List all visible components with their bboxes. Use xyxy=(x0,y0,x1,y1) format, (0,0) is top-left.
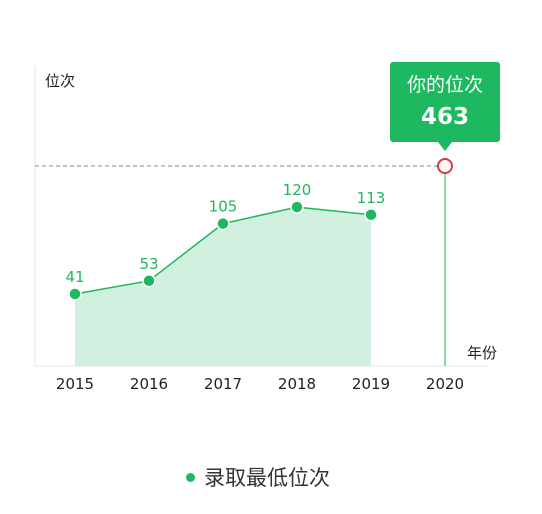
data-label: 113 xyxy=(357,189,386,207)
data-point xyxy=(290,200,304,214)
your-rank-highlight: 你的位次 463 xyxy=(35,62,500,366)
x-tick-label: 2018 xyxy=(278,375,316,393)
data-point xyxy=(216,216,230,231)
data-label: 105 xyxy=(209,198,238,216)
x-tick-label: 2015 xyxy=(56,375,94,393)
data-labels: 41 53 105 120 113 xyxy=(65,181,385,286)
x-tick-label: 2017 xyxy=(204,375,242,393)
legend: 录取最低位次 xyxy=(186,461,330,493)
chart: 位次 年份 2015 2016 2017 2018 2019 2020 41 53 105 12… xyxy=(34,62,500,393)
data-label: 120 xyxy=(283,181,312,199)
your-rank-marker xyxy=(437,158,453,174)
x-tick-label: 2019 xyxy=(352,375,390,393)
tooltip-value: 463 xyxy=(421,104,469,130)
data-point xyxy=(68,287,82,301)
x-tick-label: 2016 xyxy=(130,375,168,393)
your-rank-tooltip: 你的位次 463 xyxy=(390,62,500,151)
x-ticks: 2015 2016 2017 2018 2019 2020 xyxy=(56,375,464,393)
data-point xyxy=(142,274,156,288)
data-label: 53 xyxy=(139,255,158,273)
tooltip-title: 你的位次 xyxy=(407,74,483,96)
x-axis-label: 年份 xyxy=(467,344,497,362)
tooltip-box xyxy=(390,62,500,142)
legend-label: 录取最低位次 xyxy=(204,466,330,490)
series-area xyxy=(75,207,371,366)
data-point xyxy=(364,208,378,222)
data-points xyxy=(68,200,378,301)
y-axis-label: 位次 xyxy=(45,72,75,90)
legend-marker-icon xyxy=(186,472,195,482)
data-label: 41 xyxy=(65,268,84,286)
tooltip-pointer xyxy=(438,142,452,151)
x-tick-label: 2020 xyxy=(426,375,464,393)
